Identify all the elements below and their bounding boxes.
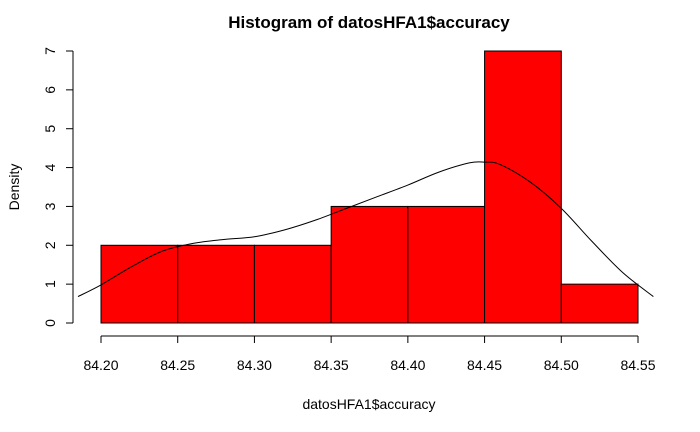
y-axis: 0 1 2 3 4 5 6 7 xyxy=(42,47,74,327)
histogram-bar xyxy=(177,244,255,324)
x-tick-label: 84.50 xyxy=(544,357,579,373)
y-tick-label: 6 xyxy=(42,86,58,94)
x-tick-label: 84.35 xyxy=(314,357,349,373)
x-axis: 84.20 84.25 84.30 84.35 84.40 84.45 84.50 84.55 xyxy=(83,335,656,373)
histogram-bar xyxy=(484,50,562,324)
x-tick-label: 84.45 xyxy=(467,357,502,373)
y-tick-label: 4 xyxy=(42,163,58,171)
histogram-bar xyxy=(100,244,179,324)
y-tick-label: 1 xyxy=(42,280,58,288)
y-tick-label: 2 xyxy=(42,241,58,249)
y-tick-label: 3 xyxy=(42,202,58,210)
x-tick-label: 84.40 xyxy=(390,357,425,373)
x-tick-label: 84.30 xyxy=(237,357,272,373)
y-tick-label: 5 xyxy=(42,125,58,133)
x-tick-label: 84.25 xyxy=(160,357,195,373)
histogram-bar xyxy=(253,244,332,324)
histogram-bar xyxy=(330,205,409,324)
histogram-bar xyxy=(560,283,639,324)
x-tick-label: 84.55 xyxy=(620,357,655,373)
y-tick-label: 7 xyxy=(42,47,58,55)
x-tick-label: 84.20 xyxy=(83,357,118,373)
histogram-bar xyxy=(407,205,486,324)
chart-title: Histogram of datosHFA1$accuracy xyxy=(228,13,510,32)
y-axis-label: Density xyxy=(6,164,22,211)
density-curve xyxy=(77,161,654,298)
x-axis-label: datosHFA1$accuracy xyxy=(302,396,435,412)
y-tick-label: 0 xyxy=(42,319,58,327)
histogram-bars xyxy=(100,50,639,324)
